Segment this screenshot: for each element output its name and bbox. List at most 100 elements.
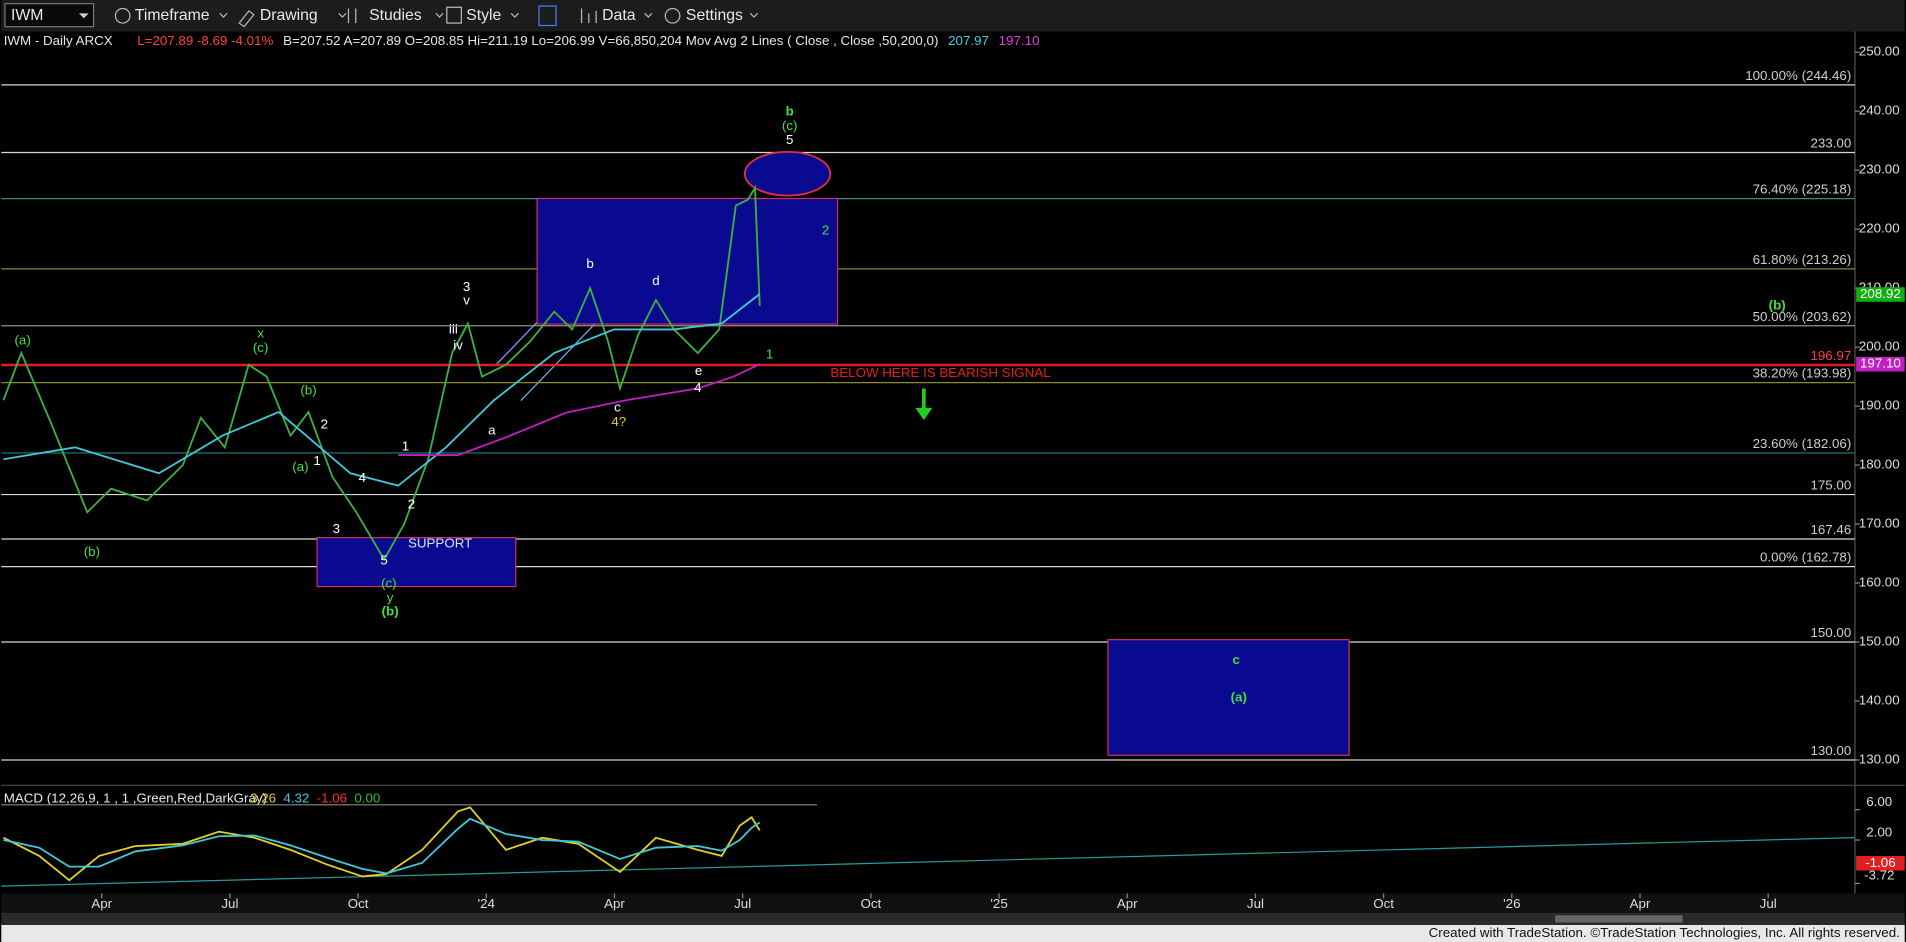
- macd-readout: -1.06: [317, 790, 347, 805]
- series-line: [3, 817, 761, 875]
- toolbar-item[interactable]: Timeframe: [135, 7, 210, 24]
- macd-y-tick-label: -3.72: [1864, 868, 1894, 883]
- price-marker: [1856, 855, 1905, 871]
- symbol[interactable]: IWM: [11, 7, 43, 24]
- series-line: [398, 363, 761, 457]
- header-readout: L=207.89 -8.69 -4.01%: [137, 33, 273, 48]
- level-label: 61.80% (213.26): [1753, 252, 1852, 267]
- toolbar-item[interactable]: Data: [602, 7, 636, 24]
- scrollbar[interactable]: [1, 912, 1905, 926]
- toolbar-item[interactable]: Settings: [686, 7, 743, 24]
- y-tick-label: 240.00: [1859, 103, 1900, 118]
- target-box: [1107, 639, 1350, 756]
- level-label: 167.46: [1810, 522, 1851, 537]
- x-tick-label: Apr: [604, 896, 625, 911]
- x-tick-label: '26: [1503, 896, 1520, 911]
- wave-label: 3: [463, 279, 470, 294]
- toolbar-item[interactable]: Drawing: [260, 7, 318, 24]
- target-box: [316, 537, 517, 588]
- level-label: 100.00% (244.46): [1745, 68, 1851, 83]
- price-marker-label: -1.06: [1865, 855, 1895, 870]
- bearish-arrow: [915, 388, 933, 421]
- x-tick-label: Jul: [734, 896, 751, 911]
- x-tick-label: Jul: [221, 896, 238, 911]
- toolbar-item[interactable]: Studies: [369, 7, 422, 24]
- major-wave-label: c: [1232, 652, 1240, 667]
- price-marker-label: 208.92: [1860, 286, 1901, 301]
- wave-label: 1: [313, 453, 320, 468]
- wave-label: 2: [822, 222, 829, 237]
- wave-label: e: [695, 363, 702, 378]
- series-line: [3, 806, 761, 882]
- wave-label: (a): [292, 459, 308, 474]
- wave-label: 4: [694, 380, 702, 395]
- toolbar-item[interactable]: Style: [466, 7, 501, 24]
- wave-label: d: [652, 273, 659, 288]
- wave-label: 5: [380, 553, 387, 568]
- wave-label: x: [257, 326, 264, 341]
- y-tick-label: 250.00: [1859, 44, 1900, 59]
- macd-title: MACD (12,26,9, 1 , 1 ,Green,Red,DarkGray…: [4, 790, 267, 805]
- major-wave-label: (a): [1231, 690, 1247, 705]
- macd-readout: 0.00: [354, 790, 380, 805]
- level-label: 233.00: [1810, 136, 1851, 151]
- wave-label: 2: [408, 497, 415, 512]
- wave-label: y: [387, 590, 394, 605]
- symbol-box[interactable]: [4, 3, 95, 28]
- wave-label: (c): [381, 576, 397, 591]
- wave-label: 2: [321, 416, 328, 431]
- toolbar-icons: [114, 5, 758, 28]
- dropdown-arrow: [78, 13, 89, 19]
- major-wave-label: b: [786, 103, 794, 118]
- x-tick-label: Jul: [1760, 896, 1777, 911]
- x-tick-label: Apr: [91, 896, 112, 911]
- level-label: 38.20% (193.98): [1753, 366, 1852, 381]
- level-label: 175.00: [1810, 478, 1851, 493]
- wave-label: 5: [786, 132, 793, 147]
- y-tick-label: 150.00: [1859, 634, 1900, 649]
- wave-label: c: [614, 399, 621, 414]
- macd-readout: 3.26: [250, 790, 276, 805]
- scroll-thumb[interactable]: [1555, 915, 1683, 923]
- level-label: 196.97: [1810, 348, 1851, 363]
- x-tick-label: Apr: [1630, 896, 1651, 911]
- macd-trendlines: [1, 804, 1855, 887]
- y-tick-label: 230.00: [1859, 162, 1900, 177]
- level-label: 50.00% (203.62): [1753, 309, 1852, 324]
- x-tick-label: Apr: [1117, 896, 1138, 911]
- series-line: [3, 293, 761, 487]
- level-label: 150.00: [1810, 625, 1851, 640]
- wave-label: a: [488, 422, 496, 437]
- wave-label: (b): [300, 382, 316, 397]
- price-marker-label: 197.10: [1860, 356, 1901, 371]
- x-axis-strip: [1, 893, 1905, 913]
- macd-y-tick-label: 6.00: [1866, 794, 1892, 809]
- level-label: 130.00: [1810, 743, 1851, 758]
- macd-readout: 4.32: [283, 790, 309, 805]
- footer-bar: [1, 925, 1905, 942]
- header-readout: 197.10: [999, 33, 1040, 48]
- x-tick-label: Oct: [348, 896, 369, 911]
- wave-label: iii: [449, 322, 458, 337]
- wave-label: (c): [782, 118, 798, 133]
- x-tick-label: '24: [478, 896, 496, 911]
- y-tick-label: 170.00: [1859, 516, 1900, 531]
- wave-label: 1: [766, 346, 773, 361]
- macd-y-tick-label: 2.00: [1866, 824, 1892, 839]
- header-readout: 207.97: [948, 33, 989, 48]
- wave-label: SUPPORT: [408, 536, 472, 551]
- wave-label: 4: [359, 470, 367, 485]
- wave-label: 3: [333, 521, 340, 536]
- price-marker: [1856, 356, 1905, 372]
- chart-title: IWM - Daily ARCX: [4, 33, 113, 48]
- wave-label: b: [586, 256, 593, 271]
- wave-label: 4?: [611, 414, 626, 429]
- level-label: 23.60% (182.06): [1753, 436, 1852, 451]
- y-tick-label: 190.00: [1859, 398, 1900, 413]
- y-tick-label: 200.00: [1859, 339, 1900, 354]
- footer: Created with TradeStation. ©TradeStation…: [1429, 925, 1900, 940]
- y-tick-label: 130.00: [1859, 752, 1900, 767]
- x-tick-label: Jul: [1247, 896, 1264, 911]
